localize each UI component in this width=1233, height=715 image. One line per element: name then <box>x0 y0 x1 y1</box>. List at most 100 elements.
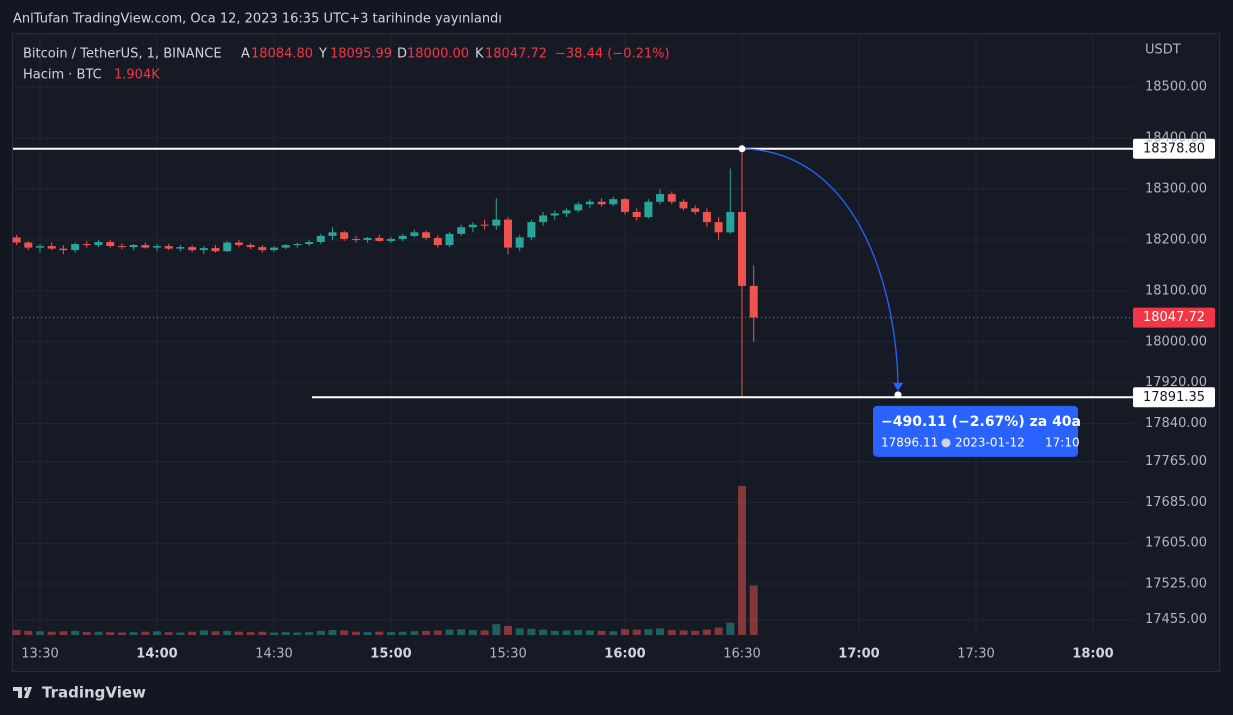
candle-body <box>480 224 489 226</box>
candle-body <box>574 204 583 211</box>
volume-bar <box>47 631 56 635</box>
candle-body <box>164 246 173 249</box>
legend-high: 18095.99 <box>330 47 392 62</box>
y-tick-label: 17840.00 <box>1145 416 1207 431</box>
footer: TradingView <box>42 684 146 702</box>
volume-bar <box>129 632 138 635</box>
y-tick-label: 18200.00 <box>1145 232 1207 247</box>
candle-body <box>351 238 360 240</box>
volume-bar <box>328 630 337 635</box>
y-tick-label: 17685.00 <box>1145 495 1207 510</box>
candle-body <box>340 232 349 239</box>
candle-body <box>363 237 372 240</box>
candle-body <box>106 241 115 247</box>
volume-bar <box>422 630 431 635</box>
candle-body <box>609 199 618 205</box>
volume-bar <box>574 630 583 635</box>
candle-body <box>632 211 641 218</box>
candle-body <box>433 237 442 246</box>
candle-body <box>597 201 606 205</box>
candle-body <box>234 242 243 246</box>
candle-body <box>527 222 536 238</box>
legend-close: 18047.72 <box>485 47 547 62</box>
volume-bar <box>539 629 548 635</box>
last-price-label: 18047.72 <box>1143 310 1205 325</box>
volume-bar <box>550 630 559 635</box>
last-price-box <box>1133 307 1215 328</box>
volume-bar <box>164 632 173 635</box>
volume-bar <box>293 632 302 635</box>
candle-body <box>749 285 758 318</box>
candle-body <box>293 244 302 246</box>
y-tick-label: 18000.00 <box>1145 334 1207 349</box>
volume-bar <box>738 486 746 635</box>
volume-bar <box>340 630 349 635</box>
candle-body <box>504 219 512 248</box>
x-tick-label: 15:30 <box>489 647 526 662</box>
volume-bar <box>281 632 290 635</box>
volume-bar <box>211 631 220 635</box>
candle-body <box>328 232 337 236</box>
volume-bar <box>351 631 360 635</box>
volume-bar <box>316 630 325 635</box>
candle-body <box>726 211 735 233</box>
candle-layer <box>12 148 758 398</box>
candle-body <box>445 233 454 246</box>
projection-time: 17:10 <box>1045 435 1080 449</box>
volume-bar <box>468 630 477 635</box>
volume-bar <box>527 628 536 635</box>
volume-bar <box>375 631 384 635</box>
candle-body <box>153 246 161 248</box>
candle-body <box>457 227 466 234</box>
volume-bar <box>398 631 407 635</box>
candle-body <box>515 237 524 248</box>
volume-bar <box>258 631 267 635</box>
volume-bar <box>234 631 243 635</box>
legend-low: 18000.00 <box>407 47 469 62</box>
candle-body <box>738 211 746 286</box>
candle-body <box>585 201 594 205</box>
horizontal-line-label: 18378.80 <box>1143 141 1205 156</box>
y-tick-label: 18100.00 <box>1145 283 1207 298</box>
candle-body <box>270 247 278 251</box>
x-tick-label: 17:00 <box>838 647 879 662</box>
volume-bar <box>597 630 606 635</box>
volume-label: Hacim · BTC <box>23 68 102 83</box>
projection-arc <box>741 148 899 389</box>
volume-bar <box>363 632 372 635</box>
volume-bar <box>679 630 688 635</box>
candle-body <box>12 237 21 243</box>
candle-body <box>714 222 723 233</box>
y-tick-label: 18500.00 <box>1145 80 1207 95</box>
projection-end <box>894 391 902 399</box>
x-tick-label: 18:00 <box>1072 647 1113 662</box>
volume-bar <box>117 632 126 635</box>
volume-bar <box>621 629 629 635</box>
volume-bar <box>94 631 103 635</box>
candle-body <box>281 245 290 248</box>
volume-bar <box>223 630 232 635</box>
candle-body <box>398 235 407 239</box>
x-tick-label: 14:00 <box>136 647 177 662</box>
chart-panel <box>12 33 1220 672</box>
candle-body <box>621 199 629 212</box>
y-tick-label: 17765.00 <box>1145 454 1207 469</box>
candle-body <box>550 213 559 216</box>
volume-bar <box>656 628 665 635</box>
candle-body <box>141 245 150 248</box>
currency: USDT <box>1145 43 1181 58</box>
volume-bar <box>691 630 700 635</box>
volume-bar <box>270 632 278 635</box>
volume-bar <box>106 632 115 635</box>
candle-body <box>246 245 255 248</box>
candle-body <box>24 242 33 248</box>
y-tick-label: 18300.00 <box>1145 181 1207 196</box>
volume-bar <box>515 628 524 635</box>
candle-body <box>59 248 68 251</box>
volume-bar <box>36 631 44 635</box>
candle-body <box>492 219 501 226</box>
candle-body <box>679 201 688 209</box>
candle-body <box>117 246 126 248</box>
volume-bar <box>82 632 91 635</box>
